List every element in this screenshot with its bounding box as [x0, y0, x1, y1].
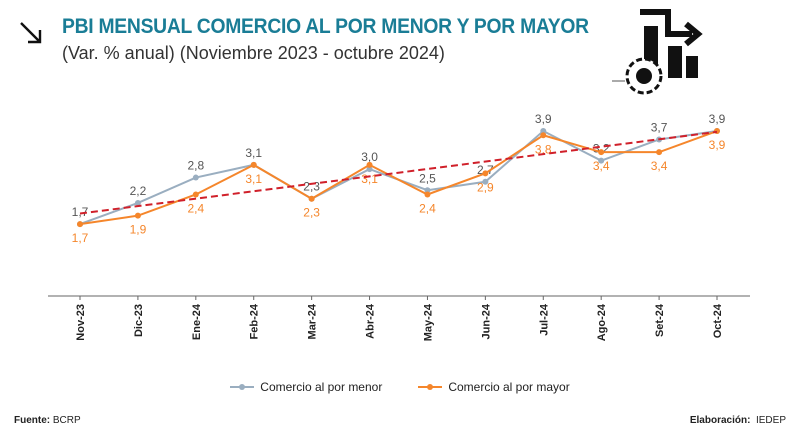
source-value: BCRP — [52, 415, 81, 426]
data-label: 2,5 — [419, 171, 436, 185]
data-label: 3,1 — [361, 172, 378, 186]
data-point — [192, 174, 199, 181]
legend: Comercio al por menor Comercio al por ma… — [0, 380, 800, 394]
x-tick-label: Jul-24 — [538, 303, 550, 336]
data-label: 2,7 — [477, 163, 494, 177]
data-label: 3,4 — [651, 159, 668, 173]
x-tick-label: Jun-24 — [480, 303, 492, 339]
x-tick-label: Dic-23 — [133, 304, 145, 337]
data-point — [482, 170, 489, 177]
data-label: 2,2 — [130, 184, 147, 198]
data-point — [598, 157, 605, 164]
data-label: 2,3 — [303, 206, 320, 220]
data-label: 3,9 — [709, 112, 726, 126]
data-point — [192, 191, 199, 198]
data-point — [424, 187, 431, 194]
data-label: 2,3 — [303, 180, 320, 194]
data-label: 2,4 — [419, 201, 436, 215]
data-point — [540, 128, 547, 135]
data-label: 3,9 — [709, 138, 726, 152]
credit-note: Elaboración: IEDEP — [690, 415, 786, 426]
credit-value: IEDEP — [755, 415, 786, 426]
source-note: Fuente: BCRP — [14, 415, 81, 426]
x-tick-label: Nov-23 — [75, 304, 87, 341]
data-label: 3,4 — [593, 159, 610, 173]
data-label: 3,1 — [245, 146, 262, 160]
data-point — [424, 191, 431, 198]
chart-subtitle: (Var. % anual) (Noviembre 2023 - octubre… — [62, 43, 445, 63]
source-label: Fuente: — [14, 415, 51, 426]
series-line-1 — [79, 130, 718, 226]
x-tick-label: Feb-24 — [249, 303, 261, 339]
data-point — [250, 161, 257, 168]
x-tick-label: Ene-24 — [191, 303, 203, 340]
legend-marker-mayor — [418, 384, 443, 390]
legend-label-menor: Comercio al por menor — [260, 380, 383, 394]
legend-marker-menor — [230, 384, 255, 390]
trend-line — [79, 130, 718, 215]
line-chart: Nov-23 Dic-23 Ene-24 Feb-24 Mar-24 Abr-24 May-… — [48, 112, 750, 341]
data-label: 3,9 — [535, 112, 552, 126]
data-point — [540, 132, 547, 139]
data-label: 1,7 — [72, 205, 89, 219]
chart-title: PBI MENSUAL COMERCIO AL POR MENOR Y POR … — [62, 15, 589, 38]
x-tick-label: Mar-24 — [307, 303, 319, 339]
data-label: 3,8 — [535, 142, 552, 156]
credit-label: Elaboración: — [689, 415, 751, 426]
legend-item-mayor: Comercio al por mayor — [418, 380, 570, 394]
legend-label-mayor: Comercio al por mayor — [448, 380, 570, 394]
data-label: 3,1 — [245, 172, 262, 186]
data-point — [482, 178, 489, 185]
data-point — [656, 149, 663, 156]
data-label: 2,9 — [477, 180, 494, 194]
data-point — [134, 212, 141, 219]
data-label: 3,7 — [651, 120, 668, 134]
data-label: 2,8 — [187, 159, 204, 173]
data-label: 1,7 — [72, 231, 89, 245]
data-label: 2,4 — [187, 201, 204, 215]
data-point — [366, 161, 373, 168]
x-tick-label: Oct-24 — [712, 303, 724, 338]
data-point — [598, 149, 605, 156]
x-tick-label: Set-24 — [654, 303, 666, 337]
data-point — [308, 195, 315, 202]
x-tick-label: Abr-24 — [365, 303, 377, 339]
data-point — [77, 221, 83, 228]
legend-item-menor: Comercio al por menor — [230, 380, 382, 394]
bar-chart-gear-icon — [612, 9, 703, 95]
data-point — [134, 199, 141, 206]
data-label: 1,9 — [130, 223, 147, 237]
arrow-down-right-icon — [20, 22, 42, 44]
data-point — [366, 166, 373, 173]
data-label: 3,0 — [361, 150, 378, 164]
x-tick-label: May-24 — [422, 303, 434, 341]
x-tick-label: Ago-24 — [596, 303, 608, 341]
